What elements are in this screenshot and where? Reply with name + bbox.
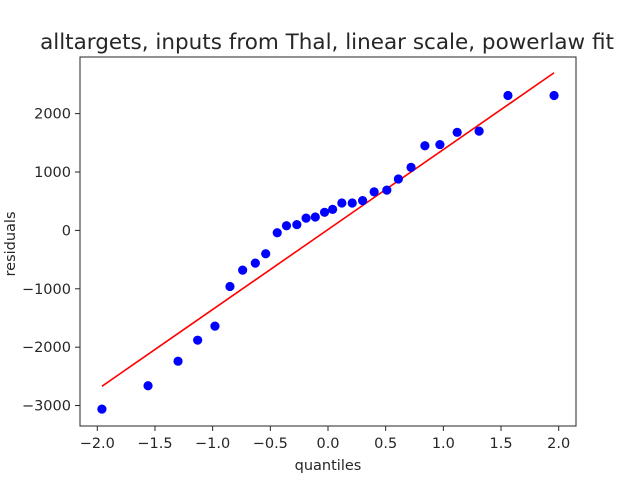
x-tick-label: 1.0 bbox=[432, 436, 455, 452]
x-tick-label: 0.5 bbox=[374, 436, 397, 452]
y-axis-label: residuals bbox=[3, 211, 19, 276]
x-tick-label: −1.0 bbox=[195, 436, 230, 452]
fit-line bbox=[101, 72, 555, 387]
data-point bbox=[173, 356, 183, 366]
data-point bbox=[310, 212, 320, 222]
data-point bbox=[250, 258, 260, 268]
x-tick-label: 2.0 bbox=[547, 436, 570, 452]
x-axis-label: quantiles bbox=[295, 458, 362, 474]
data-point bbox=[435, 139, 445, 150]
x-tick-label: 0.0 bbox=[316, 436, 339, 452]
y-tick-label: 2000 bbox=[34, 107, 71, 123]
y-tick-label: −1000 bbox=[22, 282, 71, 298]
data-point bbox=[272, 228, 282, 238]
y-tick-label: −2000 bbox=[22, 340, 71, 356]
data-point bbox=[225, 281, 235, 292]
data-point bbox=[210, 321, 220, 331]
data-point bbox=[549, 90, 559, 101]
data-point bbox=[474, 126, 484, 136]
plot-frame bbox=[79, 56, 577, 427]
data-point bbox=[358, 196, 368, 206]
data-point bbox=[393, 174, 403, 184]
data-point bbox=[97, 404, 107, 414]
plot-area bbox=[97, 72, 559, 414]
data-point bbox=[261, 249, 271, 259]
data-point bbox=[420, 141, 430, 151]
data-point bbox=[369, 187, 379, 197]
data-point bbox=[238, 265, 248, 275]
y-axis: −3000 −2000 −1000 0 1000 2000 bbox=[22, 107, 80, 415]
data-point bbox=[328, 204, 338, 214]
x-tick-label: 1.5 bbox=[489, 436, 512, 452]
data-point bbox=[337, 198, 347, 208]
data-point bbox=[452, 127, 462, 137]
y-tick-label: 0 bbox=[62, 223, 71, 239]
data-point bbox=[301, 213, 311, 223]
x-axis: −2.0 −1.5 −1.0 −0.5 0.0 0.5 1.0 1.5 2.0 bbox=[80, 426, 570, 452]
data-point bbox=[347, 198, 357, 208]
x-tick-label: −0.5 bbox=[253, 436, 288, 452]
x-tick-label: −2.0 bbox=[80, 436, 115, 452]
data-point bbox=[406, 162, 416, 172]
data-point bbox=[193, 335, 203, 345]
data-point bbox=[292, 219, 302, 230]
data-point bbox=[382, 185, 392, 195]
y-tick-label: 1000 bbox=[34, 165, 71, 181]
data-point bbox=[143, 381, 153, 391]
data-point bbox=[503, 90, 513, 101]
x-tick-label: −1.5 bbox=[137, 436, 172, 452]
data-point bbox=[281, 221, 292, 231]
data-point bbox=[319, 207, 330, 217]
y-tick-label: −3000 bbox=[22, 399, 71, 415]
chart-title: alltargets, inputs from Thal, linear sca… bbox=[40, 30, 614, 55]
